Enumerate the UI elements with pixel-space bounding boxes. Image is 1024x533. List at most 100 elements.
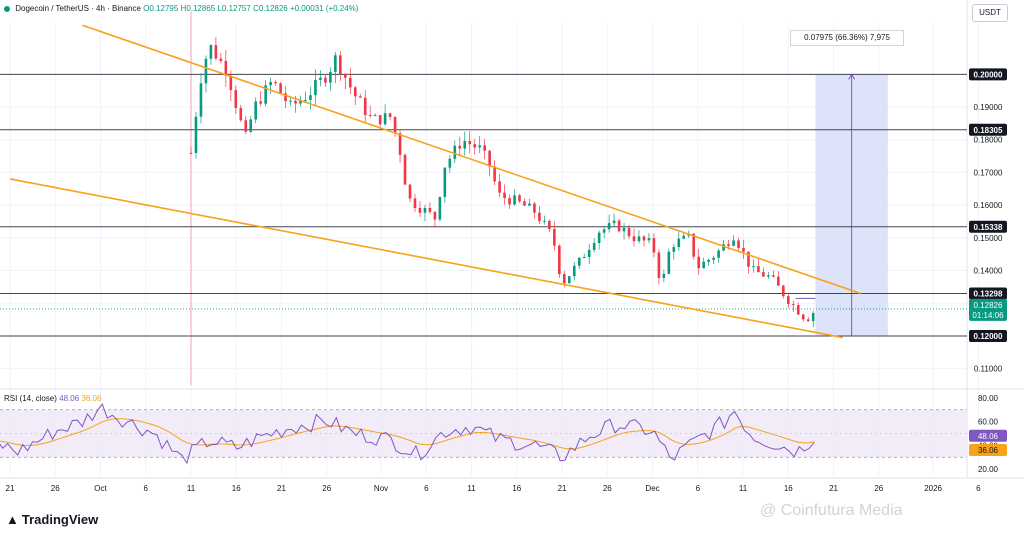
candle-body — [433, 211, 437, 220]
candle-body — [319, 77, 322, 80]
x-tick-label: 21 — [277, 484, 286, 493]
candle-body — [299, 100, 302, 104]
measure-range-box — [795, 73, 888, 337]
candle-body — [383, 113, 387, 125]
candle-body — [249, 119, 253, 132]
candle-body — [787, 296, 790, 305]
tradingview-logo[interactable]: ▲ TradingView — [6, 512, 98, 527]
candle-body — [209, 45, 213, 59]
level-price-label: 0.12000 — [974, 332, 1003, 341]
candle-body — [757, 266, 760, 273]
x-tick-label: Dec — [645, 484, 659, 493]
candle-body — [244, 120, 248, 132]
candle-body — [727, 244, 730, 246]
current-price-tag — [969, 298, 1007, 321]
candle-body — [239, 107, 243, 121]
level-price-tag — [969, 287, 1007, 300]
candle-body — [657, 252, 661, 278]
x-tick-label: 26 — [874, 484, 883, 493]
candle-body — [563, 274, 566, 284]
candle-body — [717, 250, 720, 258]
candle-body — [334, 55, 337, 72]
candle-body — [811, 313, 815, 322]
tradingview-logo-icon: ▲ — [6, 512, 19, 527]
candle-body — [234, 90, 238, 108]
candle-body — [393, 116, 397, 134]
currency-button[interactable]: USDT — [972, 4, 1008, 22]
candle-body — [637, 236, 641, 242]
trendlines — [9, 24, 861, 339]
candle-body — [513, 195, 516, 205]
candle-body — [294, 100, 297, 104]
level-price-tag — [969, 123, 1007, 136]
candle-body — [418, 208, 422, 213]
candle-body — [617, 220, 621, 232]
x-tick-label: 16 — [512, 484, 521, 493]
candle-body — [423, 207, 427, 213]
candle-body — [702, 261, 705, 269]
x-tick-label: 21 — [558, 484, 567, 493]
current-price-label: 0.12826 — [974, 301, 1003, 310]
candle-body — [478, 145, 481, 148]
candle-body — [553, 229, 556, 246]
candle-body — [453, 145, 457, 159]
x-tick-label: 6 — [696, 484, 701, 493]
candle-body — [632, 236, 636, 242]
candle-body — [647, 238, 651, 241]
x-tick-label: 6 — [976, 484, 981, 493]
candle-body — [622, 227, 626, 232]
candle-body — [363, 97, 367, 115]
market-status-icon — [4, 5, 10, 12]
candle-body — [304, 99, 307, 101]
candle-body — [403, 154, 407, 185]
x-tick-label: 11 — [739, 484, 748, 493]
rsi-value-axis-label: 48.06 — [978, 432, 999, 441]
candle-body — [612, 220, 616, 224]
candle-body — [448, 158, 452, 168]
candle-body — [587, 249, 591, 257]
level-price-label: 0.13298 — [974, 289, 1003, 298]
candle-body — [692, 233, 696, 257]
rsi-value-tag — [969, 429, 1007, 442]
x-tick-label: 6 — [424, 484, 429, 493]
level-price-label: 0.18305 — [974, 126, 1003, 135]
candle-body — [672, 247, 676, 252]
candle-body — [607, 223, 611, 230]
watermark: @ Coinfutura Media — [760, 502, 903, 519]
candle-body — [468, 140, 472, 145]
rsi-ma-tag — [969, 444, 1007, 457]
symbol-header: Dogecoin / TetherUS · 4h · Binance O0.12… — [4, 4, 358, 13]
candle-body — [722, 244, 725, 251]
candle-body — [289, 100, 292, 102]
candlesticks — [189, 37, 815, 328]
candle-body — [777, 276, 780, 286]
candle-body — [413, 198, 417, 209]
y-tick-label: 0.19000 — [974, 103, 1003, 112]
candle-body — [259, 101, 262, 104]
candle-body — [712, 257, 715, 260]
candle-body — [732, 240, 735, 246]
x-tick-label: 2026 — [924, 484, 942, 493]
candle-body — [518, 195, 521, 202]
candle-body — [373, 115, 377, 117]
x-tick-label: 16 — [232, 484, 241, 493]
candle-body — [697, 256, 701, 269]
candle-body — [284, 93, 287, 102]
rsi-title[interactable]: RSI (14, close) — [4, 394, 57, 403]
candle-body — [572, 265, 576, 277]
candle-body — [274, 82, 277, 84]
candle-body — [577, 257, 581, 266]
candle-body — [762, 272, 765, 277]
symbol-title[interactable]: Dogecoin / TetherUS · 4h · Binance — [15, 4, 141, 13]
candle-body — [508, 198, 511, 205]
rsi-pane — [0, 403, 967, 465]
candle-body — [533, 203, 536, 213]
candle-body — [602, 229, 606, 233]
x-tick-label: 26 — [603, 484, 612, 493]
candle-body — [199, 83, 203, 117]
candle-body — [348, 77, 352, 88]
candle-body — [358, 96, 362, 98]
candle-body — [189, 152, 193, 154]
candle-body — [388, 113, 392, 117]
